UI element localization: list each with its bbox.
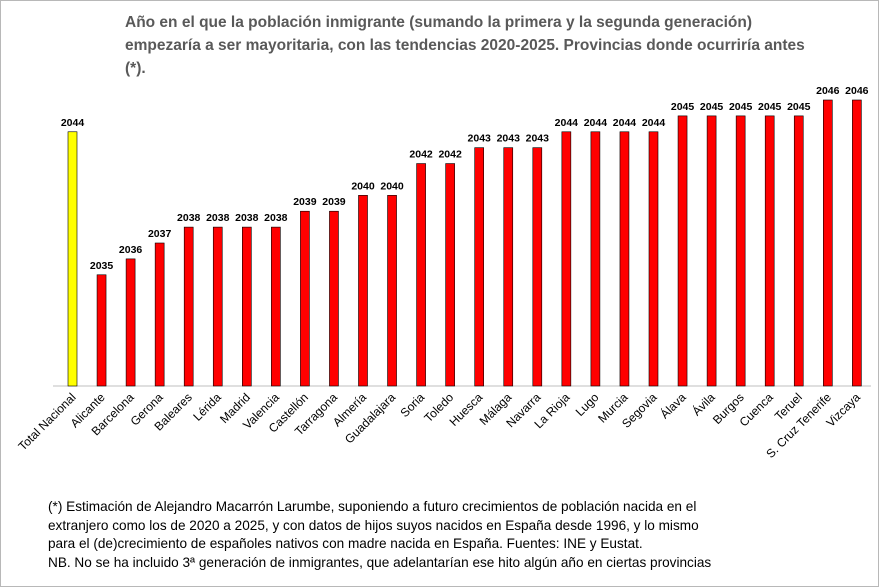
bar xyxy=(561,131,572,387)
data-label: 2046 xyxy=(816,85,840,97)
data-label: 2043 xyxy=(526,133,550,145)
bar xyxy=(619,131,630,387)
data-label: 2038 xyxy=(235,212,259,224)
data-label: 2040 xyxy=(380,180,404,192)
bar xyxy=(242,226,252,387)
data-label: 2043 xyxy=(468,133,492,145)
data-label: 2046 xyxy=(845,85,869,97)
data-label: 2044 xyxy=(642,117,666,129)
data-label: 2045 xyxy=(758,101,782,113)
category-tick-label: Cuenca xyxy=(737,390,776,429)
category-tick-label: Álava xyxy=(657,389,689,421)
data-label: 2038 xyxy=(177,212,201,224)
data-label: 2039 xyxy=(322,196,346,208)
data-label: 2036 xyxy=(119,244,143,256)
bar xyxy=(735,115,746,387)
bar xyxy=(822,99,833,387)
data-label: 2045 xyxy=(729,101,753,113)
bar xyxy=(300,210,310,387)
footnote: (*) Estimación de Alejandro Macarrón Lar… xyxy=(48,498,858,572)
data-label: 2044 xyxy=(555,117,579,129)
bar xyxy=(706,115,717,387)
data-label: 2039 xyxy=(293,196,317,208)
bar xyxy=(503,147,514,387)
bar xyxy=(387,195,397,387)
data-label: 2035 xyxy=(90,260,114,272)
bar xyxy=(329,210,339,387)
bar xyxy=(793,115,804,387)
footnote-line: (*) Estimación de Alejandro Macarrón Lar… xyxy=(48,499,697,514)
bar xyxy=(590,131,601,387)
data-label: 2040 xyxy=(351,180,375,192)
bar xyxy=(416,163,426,387)
data-label: 2044 xyxy=(584,117,608,129)
data-label: 2037 xyxy=(148,228,172,240)
data-label: 2043 xyxy=(497,133,521,145)
bar xyxy=(271,226,281,387)
chart-title: Año en el que la población inmigrante (s… xyxy=(125,14,805,77)
category-tick-label: Huesca xyxy=(447,390,486,429)
bar xyxy=(358,195,368,387)
data-label: 2038 xyxy=(264,212,288,224)
footnote-line: extranjero como los de 2020 a 2025, y co… xyxy=(48,517,699,533)
bar xyxy=(648,131,659,387)
data-label: 2045 xyxy=(700,101,724,113)
footnote-line: para el (de)crecimiento de españoles nat… xyxy=(48,536,643,551)
data-label: 2045 xyxy=(671,101,695,113)
bar xyxy=(445,163,455,387)
bar xyxy=(212,226,223,387)
data-label: 2044 xyxy=(61,117,85,129)
bar xyxy=(154,242,165,387)
bar xyxy=(96,274,107,387)
data-label: 2042 xyxy=(409,149,433,161)
bar xyxy=(764,115,775,387)
data-label: 2042 xyxy=(438,149,462,161)
bar xyxy=(474,147,485,387)
bar xyxy=(677,115,688,387)
data-label: 2044 xyxy=(613,117,637,129)
bar xyxy=(67,131,78,387)
footnote-line: NB. No se ha incluido 3ª generación de i… xyxy=(48,554,712,570)
bar xyxy=(532,147,543,387)
bar xyxy=(183,226,194,387)
bar xyxy=(852,99,862,387)
data-label: 2045 xyxy=(787,101,811,113)
bar xyxy=(125,258,136,387)
data-label: 2038 xyxy=(206,212,230,224)
